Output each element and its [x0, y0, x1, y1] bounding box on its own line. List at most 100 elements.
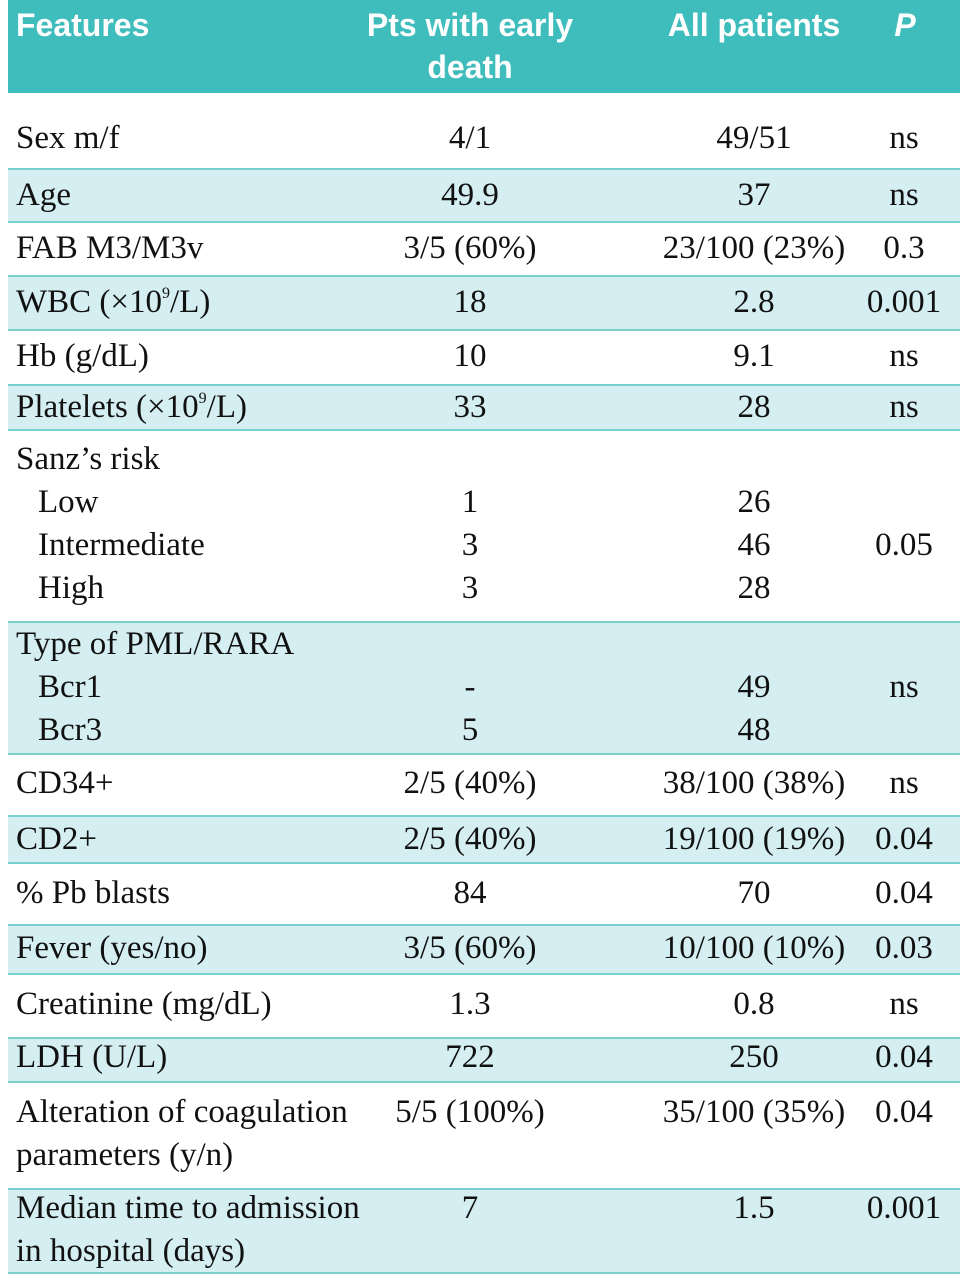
row-label: FAB M3/M3v [16, 230, 204, 266]
row-label: CD2+ [16, 821, 97, 857]
early-value: 722 [445, 1039, 495, 1075]
early-value: 49.9 [441, 177, 499, 213]
p-value: 0.3 [883, 230, 925, 266]
row-pb-blasts: % Pb blasts 84 70 0.04 [8, 864, 960, 926]
label-text: Platelets (×10 [16, 389, 199, 425]
row-fever: Fever (yes/no) 3/5 (60%) 10/100 (10%) 0.… [8, 926, 960, 975]
header-p: P [894, 7, 916, 43]
p-value: ns [889, 389, 919, 425]
row-pml-rara: Type of PML/RARA Bcr1 Bcr3 - 5 49 48 ns [8, 623, 960, 755]
p-value: 0.001 [866, 284, 942, 320]
label-line-1: Alteration of coagulation [16, 1094, 348, 1130]
all-value: 9.1 [733, 338, 775, 374]
row-label: Fever (yes/no) [16, 930, 208, 966]
early-values: - 5 [344, 666, 596, 752]
early-value: 84 [453, 875, 487, 911]
row-label: CD34+ [16, 765, 114, 801]
row-cd2: CD2+ 2/5 (40%) 19/100 (19%) 0.04 [8, 817, 960, 864]
row-label: Sanz’s risk Low Intermediate High [16, 438, 205, 610]
label-superscript: 9 [198, 390, 207, 407]
all-value: 38/100 (38%) [662, 765, 846, 801]
row-label: Age [16, 177, 71, 213]
row-label: Type of PML/RARA Bcr1 Bcr3 [16, 623, 294, 752]
all-value: 70 [737, 875, 771, 911]
sub-label-bcr1: Bcr1 [38, 669, 103, 705]
sub-label-intermediate: Intermediate [38, 527, 205, 563]
p-value: 0.04 [875, 821, 933, 857]
row-label: Hb (g/dL) [16, 338, 149, 374]
row-sanz-risk: Sanz’s risk Low Intermediate High 1 3 3 … [8, 431, 960, 623]
row-hb: Hb (g/dL) 10 9.1 ns [8, 331, 960, 386]
row-label: LDH (U/L) [16, 1039, 168, 1075]
sub-label-bcr3: Bcr3 [38, 712, 103, 748]
row-creatinine: Creatinine (mg/dL) 1.3 0.8 ns [8, 975, 960, 1039]
early-value: 3/5 (60%) [403, 230, 537, 266]
all-value: 35/100 (35%) [662, 1094, 846, 1130]
early-value: 7 [461, 1190, 479, 1226]
early-value: 2/5 (40%) [403, 765, 537, 801]
early-value: 3/5 (60%) [403, 930, 537, 966]
p-value: ns [889, 986, 919, 1022]
p-value: ns [889, 120, 919, 156]
label-superscript: 9 [162, 285, 171, 302]
row-sex: Sex m/f 4/1 49/51 ns [8, 107, 960, 170]
row-label: Median time to admission in hospital (da… [16, 1187, 360, 1273]
p-value: ns [889, 765, 919, 801]
all-values: 49 48 [628, 666, 880, 752]
label-line-2: in hospital (days) [16, 1233, 246, 1269]
p-value: ns [889, 669, 919, 705]
p-value: ns [889, 177, 919, 213]
early-values: 1 3 3 [344, 481, 596, 610]
header-all-patients: All patients [667, 7, 841, 43]
early-value: 10 [453, 338, 487, 374]
all-value-bcr1: 49 [737, 669, 771, 705]
sub-label-low: Low [38, 484, 99, 520]
header-gap [8, 93, 960, 107]
all-value-intermediate: 46 [737, 527, 771, 563]
early-value: 18 [453, 284, 487, 320]
row-wbc: WBC (×109/L) 18 2.8 0.001 [8, 277, 960, 331]
all-value: 37 [737, 177, 771, 213]
all-value: 49/51 [716, 120, 792, 156]
label-text: /L) [170, 284, 211, 320]
table-header: Features Pts with early death All patien… [8, 0, 960, 93]
header-features: Features [16, 7, 150, 43]
label-line-1: Median time to admission [16, 1190, 360, 1226]
all-value: 19/100 (19%) [662, 821, 846, 857]
early-value-low: 1 [461, 484, 479, 520]
row-label: WBC (×109/L) [16, 281, 210, 324]
p-value: 0.04 [875, 875, 933, 911]
data-table: Features Pts with early death All patien… [8, 0, 960, 1274]
row-ldh: LDH (U/L) 722 250 0.04 [8, 1039, 960, 1083]
p-value: 0.04 [875, 1094, 933, 1130]
p-value: 0.001 [866, 1190, 942, 1226]
early-value-bcr1: - [464, 669, 476, 705]
row-cd34: CD34+ 2/5 (40%) 38/100 (38%) ns [8, 755, 960, 817]
early-value: 4/1 [448, 120, 492, 156]
all-value: 10/100 (10%) [662, 930, 846, 966]
header-early-death: Pts with early death [366, 7, 574, 85]
p-value: ns [889, 338, 919, 374]
early-value: 5/5 (100%) [395, 1094, 545, 1130]
all-value-high: 28 [737, 570, 771, 606]
group-label: Sanz’s risk [16, 441, 160, 477]
sub-label-high: High [38, 570, 104, 606]
row-label: Alteration of coagulation parameters (y/… [16, 1091, 348, 1177]
all-value: 250 [729, 1039, 779, 1075]
all-value: 0.8 [733, 986, 775, 1022]
row-age: Age 49.9 37 ns [8, 170, 960, 223]
row-coagulation: Alteration of coagulation parameters (y/… [8, 1083, 960, 1190]
group-label: Type of PML/RARA [16, 626, 295, 662]
early-value-high: 3 [461, 570, 479, 606]
early-value: 1.3 [449, 986, 491, 1022]
row-platelets: Platelets (×109/L) 33 28 ns [8, 386, 960, 431]
row-label: Platelets (×109/L) [16, 386, 247, 429]
label-line-2: parameters (y/n) [16, 1137, 234, 1173]
all-value-low: 26 [737, 484, 771, 520]
label-text: /L) [206, 389, 247, 425]
row-median-time: Median time to admission in hospital (da… [8, 1190, 960, 1274]
all-value: 1.5 [733, 1190, 775, 1226]
row-label: Sex m/f [16, 120, 120, 156]
row-label: % Pb blasts [16, 875, 171, 911]
early-value-bcr3: 5 [461, 712, 479, 748]
